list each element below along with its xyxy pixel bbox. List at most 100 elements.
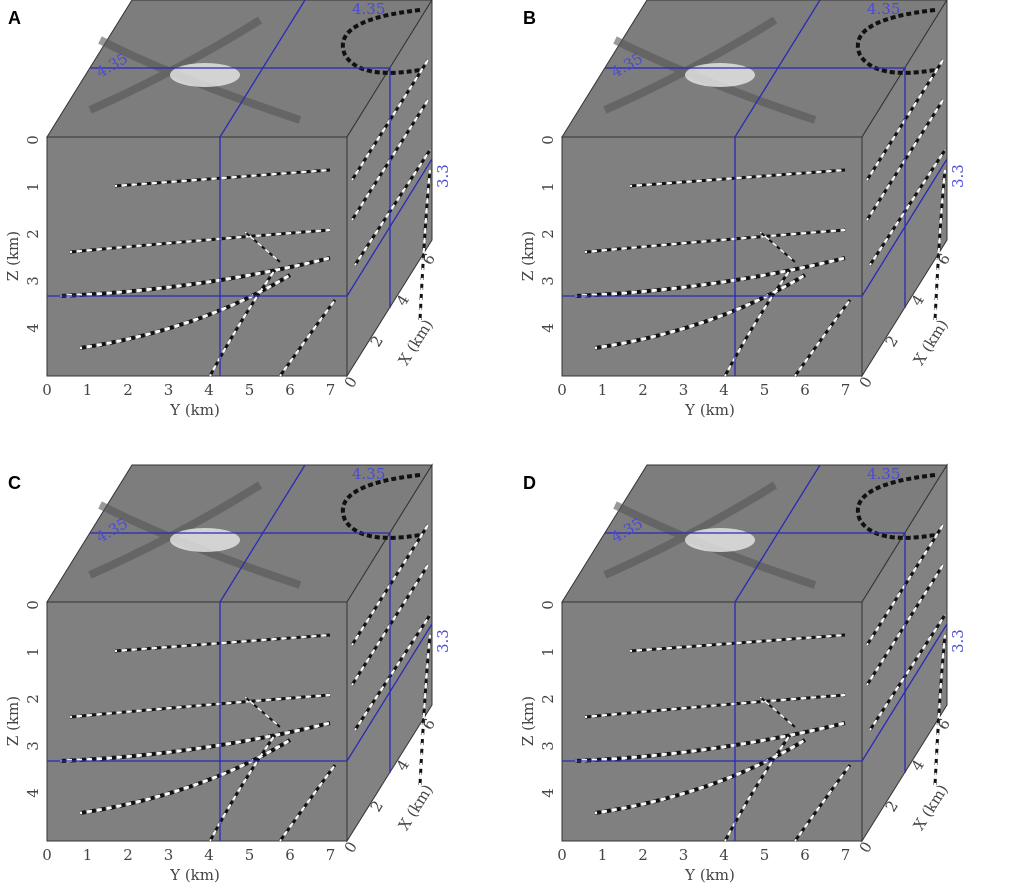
reflector [69, 228, 331, 254]
x-tick-label: 0 [341, 839, 361, 857]
y-tick-label: 4 [204, 381, 214, 399]
reflector [868, 149, 947, 266]
y-tick-label: 5 [245, 846, 255, 864]
z-tick-label: 2 [539, 229, 557, 239]
reflector [59, 721, 331, 763]
reflector [418, 169, 432, 321]
axis-label: X (km) [910, 316, 952, 368]
panel-label: C [8, 473, 21, 493]
z-tick-label: 3 [24, 276, 42, 286]
y-tick-label: 5 [760, 846, 770, 864]
reflector [629, 168, 846, 188]
reflector [869, 149, 946, 266]
reflector [278, 764, 337, 842]
reflector [278, 299, 337, 377]
reflector [59, 721, 331, 763]
y-tick-label: 6 [800, 846, 810, 864]
reflector [59, 256, 331, 298]
reflector [869, 614, 946, 731]
x-tick-label: 4 [393, 292, 413, 310]
x-tick-label: 0 [856, 839, 876, 857]
reflector [793, 299, 852, 377]
z-tick-label: 2 [24, 229, 42, 239]
z-tick-label: 2 [539, 694, 557, 704]
axis-label: Y (km) [684, 866, 735, 884]
reflector [69, 693, 331, 719]
slice-line [861, 623, 948, 762]
axis-label: Y (km) [684, 401, 735, 419]
top-bright [170, 63, 240, 87]
axis-label: Y (km) [169, 866, 220, 884]
reflector [933, 169, 947, 321]
x-tick-label: 2 [882, 798, 902, 816]
x-tick-label: 0 [856, 374, 876, 392]
slice-label: 4.35 [867, 465, 900, 483]
reflector [794, 764, 851, 842]
y-tick-label: 0 [42, 846, 52, 864]
axis-label: X (km) [910, 781, 952, 833]
reflector [629, 633, 846, 653]
axis-label: Y (km) [169, 401, 220, 419]
y-tick-label: 3 [679, 846, 689, 864]
panel-label: B [523, 8, 536, 28]
z-tick-label: 2 [24, 694, 42, 704]
y-tick-label: 1 [83, 381, 93, 399]
y-tick-label: 3 [679, 381, 689, 399]
z-tick-label: 3 [539, 741, 557, 751]
y-tick-label: 7 [841, 846, 851, 864]
z-tick-label: 0 [24, 600, 42, 610]
y-tick-label: 4 [719, 381, 729, 399]
top-arc [856, 8, 936, 75]
reflector [79, 273, 291, 350]
reflector [584, 693, 846, 719]
reflector [933, 634, 947, 786]
x-tick-label: 0 [341, 374, 361, 392]
slice-label: 3.3 [949, 164, 967, 188]
slice-label: 4.35 [352, 465, 385, 483]
reflector [353, 149, 432, 266]
reflector [79, 738, 292, 815]
reflector [244, 231, 281, 263]
y-tick-label: 0 [557, 846, 567, 864]
y-tick-label: 6 [285, 381, 295, 399]
y-tick-label: 7 [841, 381, 851, 399]
reflector [759, 696, 796, 728]
y-tick-label: 1 [598, 381, 608, 399]
top-arc [341, 8, 421, 75]
y-tick-label: 6 [800, 381, 810, 399]
reflector [574, 256, 846, 298]
reflector [418, 169, 432, 321]
reflector [629, 633, 846, 653]
y-tick-label: 2 [638, 381, 648, 399]
y-tick-label: 1 [598, 846, 608, 864]
reflector [594, 273, 807, 350]
reflector [114, 168, 331, 188]
axis-label: X (km) [395, 316, 437, 368]
reflector [418, 634, 432, 786]
y-tick-label: 1 [83, 846, 93, 864]
z-tick-label: 0 [539, 600, 557, 610]
reflector [279, 764, 336, 842]
reflector [59, 256, 331, 298]
reflector [724, 734, 791, 842]
reflector [114, 633, 331, 653]
reflector [354, 149, 431, 266]
z-tick-label: 1 [539, 182, 557, 192]
panel-label: D [523, 473, 536, 493]
top-bright [170, 528, 240, 552]
front-face [561, 136, 863, 377]
z-tick-label: 4 [24, 323, 42, 333]
reflector [209, 269, 276, 377]
x-tick-label: 4 [908, 292, 928, 310]
axis-label: X (km) [395, 781, 437, 833]
x-tick-label: 4 [908, 757, 928, 775]
slice-label: 4.35 [867, 0, 900, 18]
top-bright [685, 63, 755, 87]
front-face [46, 601, 348, 842]
y-tick-label: 5 [245, 381, 255, 399]
reflector [354, 614, 431, 731]
reflector [629, 168, 846, 188]
